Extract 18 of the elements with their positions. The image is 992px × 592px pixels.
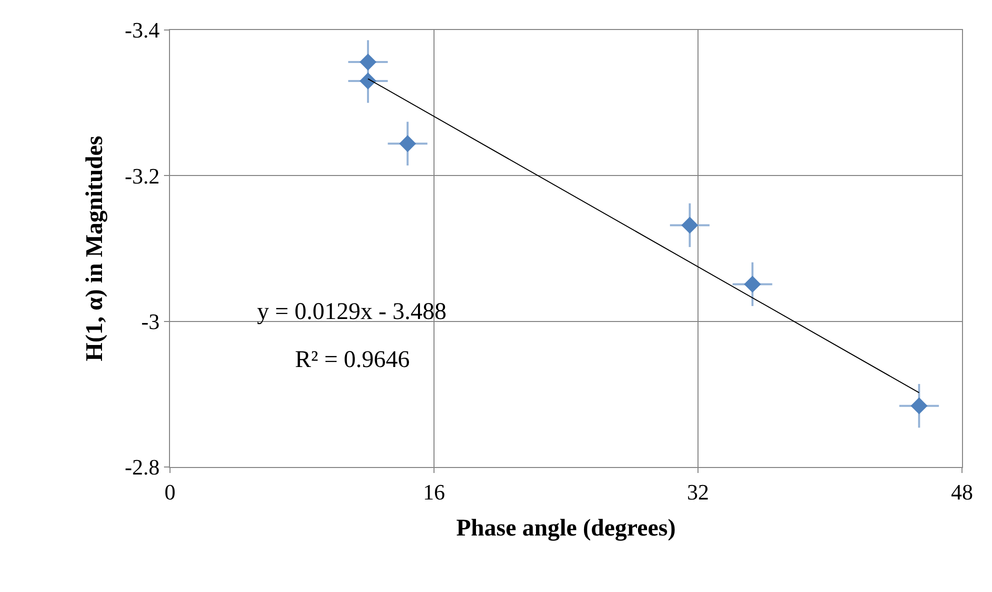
x-tick-label: 0: [164, 479, 176, 504]
point: [399, 135, 416, 152]
point: [910, 397, 928, 414]
y-tick-label: -3.2: [124, 163, 160, 188]
y-tick-label: -3.4: [124, 18, 160, 43]
point: [681, 216, 698, 234]
y-axis-title: H(1, α) in Magnitudes: [82, 136, 108, 362]
y-tick-label: -2.8: [124, 454, 160, 480]
y-tick-label: -3: [141, 309, 160, 334]
point: [360, 54, 376, 70]
x-tick-label: 32: [687, 479, 709, 504]
annotation: y = 0.0129x - 3.488: [257, 299, 447, 325]
point: [744, 276, 761, 293]
point: [360, 72, 376, 90]
annotation: R² = 0.9646: [295, 347, 410, 373]
x-tick-label: 16: [423, 479, 445, 504]
x-tick-label: 48: [951, 479, 973, 504]
x-axis-title: Phase angle (degrees): [456, 516, 676, 542]
